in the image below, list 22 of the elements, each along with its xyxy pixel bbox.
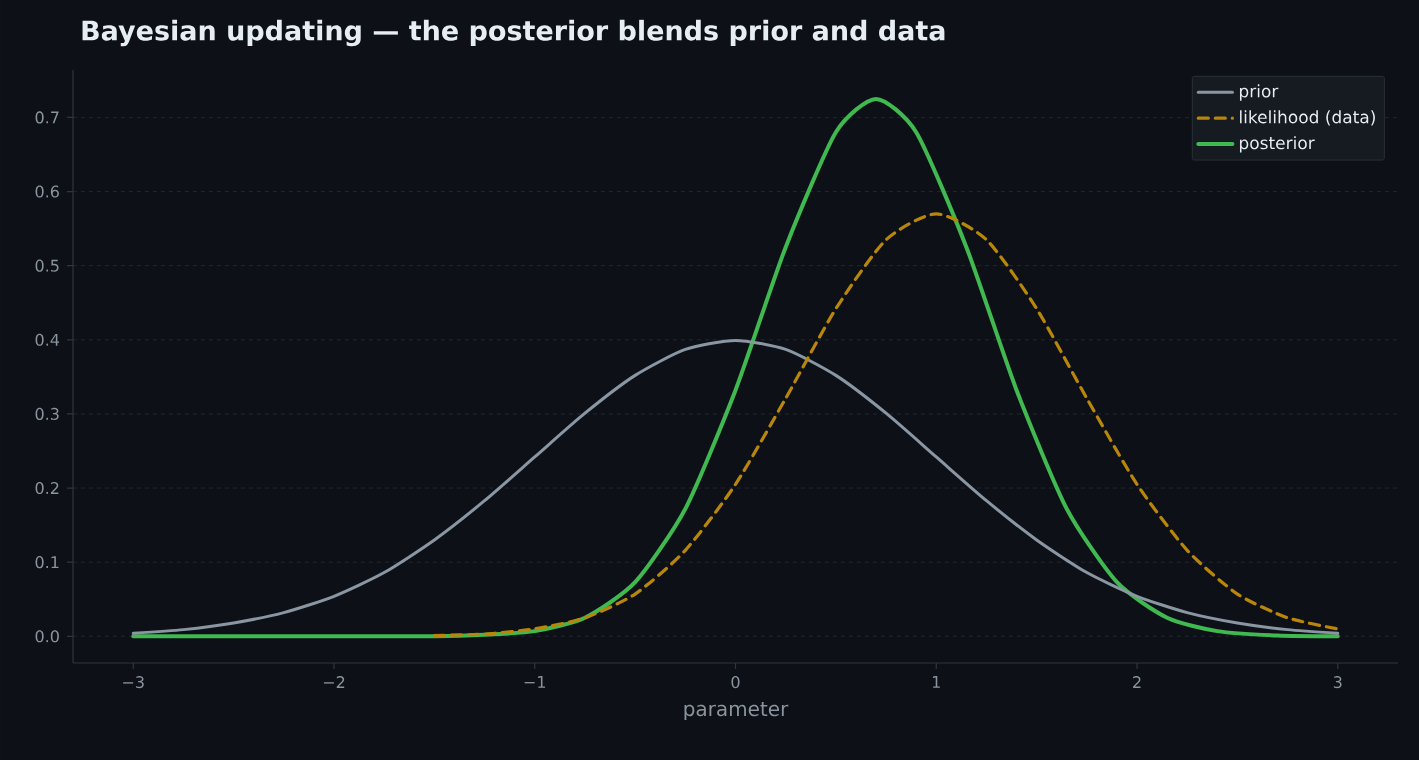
y-tick-label: 0.5	[35, 259, 59, 272]
x-tick-label: 3	[1333, 676, 1342, 689]
x-tick-label: −1	[524, 676, 546, 688]
x-tick-label: −3	[123, 676, 144, 689]
y-tick-label: 0.0	[35, 630, 59, 643]
x-axis-title: parameter	[684, 701, 789, 721]
line-series	[432, 212, 1340, 638]
legend-label: posterior	[1239, 136, 1315, 153]
y-tick-label: 0.7	[35, 111, 59, 124]
legend-label: likelihood (data)	[1240, 110, 1375, 126]
y-tick-label: 0.2	[35, 481, 59, 495]
x-tick-label: 1	[932, 676, 940, 688]
y-tick-label: 0.6	[35, 185, 59, 198]
y-tick-label: 0.4	[35, 333, 60, 346]
x-tick-label: 2	[1133, 676, 1141, 688]
x-tick-label: −2	[323, 676, 345, 688]
chart-title: Bayesian updating — the posterior blends prior and data	[82, 19, 945, 47]
y-tick-label: 0.1	[35, 556, 59, 569]
x-tick-label: 0	[731, 676, 740, 689]
line-series	[131, 339, 1340, 635]
legend-label: prior	[1239, 84, 1279, 101]
y-tick-label: 0.3	[35, 407, 59, 420]
